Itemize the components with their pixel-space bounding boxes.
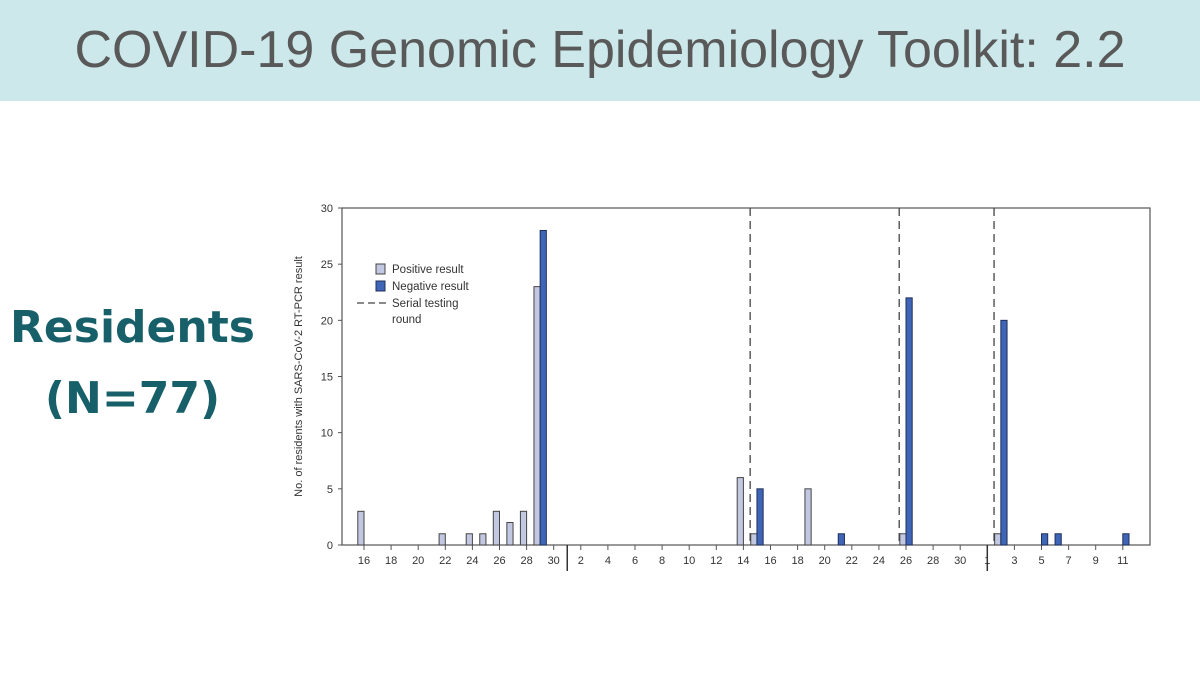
x-tick-label: 30 [548,555,560,567]
x-tick-label: 6 [632,555,638,567]
bar-positive [804,488,812,546]
bar-positive [357,510,365,546]
x-tick-label: 22 [846,555,858,567]
x-tick-label: 8 [659,555,665,567]
y-axis-label: No. of residents with SARS-CoV-2 RT-PCR … [293,256,305,497]
x-tick-label: 7 [1066,555,1072,567]
page-title: COVID-19 Genomic Epidemiology Toolkit: 2… [74,21,1126,79]
bar-negative [905,297,913,546]
x-tick-label: 5 [1038,555,1044,567]
bar-positive [736,477,744,546]
x-tick-label: 18 [791,555,803,567]
bar-negative [837,533,845,546]
y-tick-label: 20 [321,315,333,327]
residents-count-label: (N=77) [44,373,221,424]
x-tick-label: 22 [439,555,451,567]
x-tick-label: 20 [819,555,831,567]
x-tick-label: 16 [764,555,776,567]
bar-positive [750,533,758,546]
legend-serial-label-2: round [392,314,421,326]
bar-positive [899,533,907,546]
x-tick-label: 30 [954,555,966,567]
y-tick-label: 10 [321,428,333,440]
x-tick-label: 14 [737,555,749,567]
bar-negative [1041,533,1049,546]
x-tick-label: 3 [1011,555,1017,567]
x-tick-label: 26 [493,555,505,567]
x-tick-label: 24 [873,555,885,567]
x-tick-label: 28 [927,555,939,567]
x-tick-label: 28 [520,555,532,567]
bar-negative [1000,319,1008,546]
bar-positive [994,533,1002,546]
legend-positive-swatch [375,263,386,275]
bar-positive [479,533,487,546]
bar-negative [1122,533,1130,546]
y-tick-label: 25 [321,259,333,271]
x-tick-label: 9 [1093,555,1099,567]
bar-positive [519,510,528,546]
x-tick-label: 26 [900,555,912,567]
bar-positive [438,533,446,546]
y-tick-label: 15 [321,372,333,384]
bar-negative [539,229,547,546]
x-tick-label: 12 [710,555,722,567]
bar-negative [756,488,764,546]
legend-serial-label: Serial testing [392,298,458,310]
x-tick-label: 20 [412,555,424,567]
bar-positive [465,533,473,546]
y-tick-label: 30 [321,203,333,215]
bar-negative [1054,533,1062,546]
bar-positive [492,510,500,546]
x-tick-label: 24 [466,555,478,567]
plot-frame [341,207,1151,546]
y-tick-label: 5 [327,484,333,496]
x-tick-label: 18 [385,555,397,567]
bar-positive [533,286,541,546]
title-bar [0,0,1200,101]
x-tick-label: 11 [1117,555,1128,567]
legend-negative-label: Negative result [392,281,470,293]
x-tick-label: 10 [683,555,695,567]
x-tick-label: 4 [605,555,611,567]
x-tick-label: 16 [358,555,370,567]
bar-positive [506,522,514,546]
residents-label: Residents [10,302,255,353]
x-tick-label: 2 [578,555,584,567]
legend-positive-label: Positive result [392,264,464,276]
y-tick-label: 0 [327,540,333,552]
legend-negative-swatch [375,280,386,292]
